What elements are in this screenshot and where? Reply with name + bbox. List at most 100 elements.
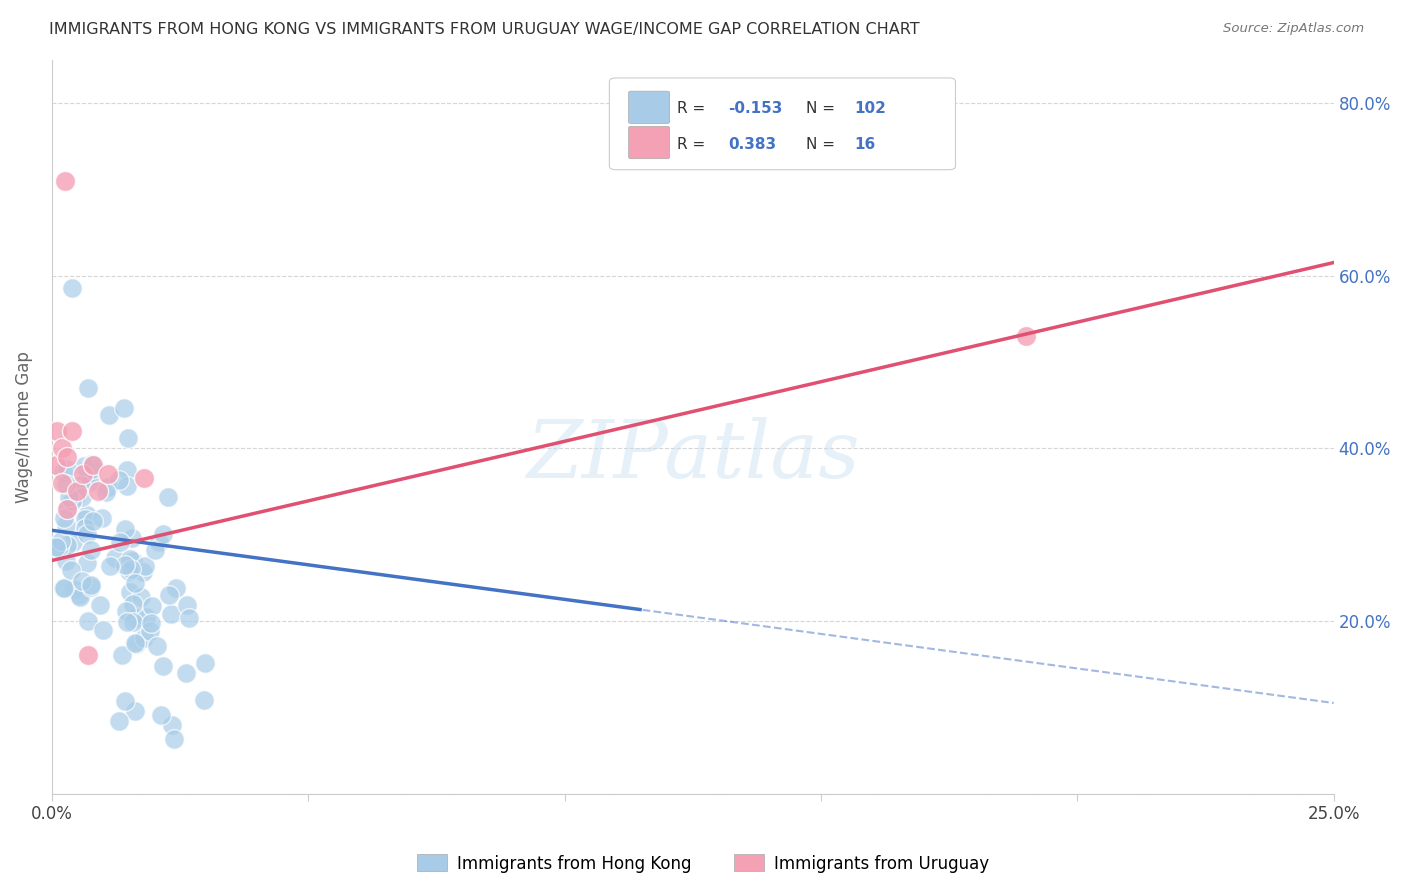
Text: N =: N = bbox=[806, 102, 839, 116]
Point bbox=[55, 554, 77, 568]
Point bbox=[152, 659, 174, 673]
Point bbox=[122, 598, 145, 612]
Point bbox=[108, 534, 131, 549]
Point bbox=[148, 535, 170, 549]
Point bbox=[174, 665, 197, 680]
FancyBboxPatch shape bbox=[628, 91, 669, 123]
Point bbox=[107, 473, 129, 487]
Point bbox=[157, 490, 180, 504]
Point bbox=[91, 511, 114, 525]
Point bbox=[60, 494, 83, 508]
Point bbox=[132, 631, 155, 645]
Point bbox=[77, 614, 100, 628]
Point bbox=[45, 458, 67, 473]
Point bbox=[87, 484, 110, 499]
Point bbox=[56, 538, 79, 552]
Point bbox=[80, 577, 103, 591]
Point bbox=[135, 609, 157, 624]
Point bbox=[118, 564, 141, 578]
Point bbox=[73, 512, 96, 526]
Point bbox=[165, 582, 187, 596]
Point bbox=[124, 636, 146, 650]
Point bbox=[93, 623, 115, 637]
Point bbox=[125, 637, 148, 651]
Point bbox=[97, 467, 120, 482]
Point bbox=[45, 424, 67, 438]
Point bbox=[89, 598, 111, 612]
Point bbox=[70, 574, 93, 588]
Point bbox=[1015, 329, 1038, 343]
Point bbox=[97, 480, 120, 494]
Text: Source: ZipAtlas.com: Source: ZipAtlas.com bbox=[1223, 22, 1364, 36]
Point bbox=[141, 599, 163, 614]
Point bbox=[176, 599, 198, 613]
Point bbox=[76, 508, 98, 522]
Point bbox=[56, 450, 79, 464]
Point bbox=[97, 408, 120, 422]
Point bbox=[76, 381, 98, 395]
Point bbox=[120, 562, 142, 576]
Text: 16: 16 bbox=[855, 136, 876, 152]
Point bbox=[53, 173, 76, 187]
Point bbox=[56, 501, 79, 516]
Point bbox=[63, 482, 86, 496]
Point bbox=[62, 534, 84, 549]
Point bbox=[157, 588, 180, 602]
Point bbox=[63, 582, 86, 597]
Point bbox=[72, 467, 94, 482]
Point bbox=[75, 521, 97, 535]
Point bbox=[80, 580, 103, 594]
FancyBboxPatch shape bbox=[628, 127, 669, 159]
Point bbox=[82, 461, 104, 475]
Point bbox=[139, 615, 162, 630]
Point bbox=[67, 588, 90, 602]
Point bbox=[70, 478, 93, 492]
Point bbox=[76, 648, 98, 663]
Point bbox=[60, 424, 83, 438]
Point bbox=[58, 490, 80, 504]
Point bbox=[115, 479, 138, 493]
Point bbox=[115, 463, 138, 477]
Point bbox=[51, 475, 73, 490]
Text: 0.383: 0.383 bbox=[728, 136, 776, 152]
Point bbox=[51, 533, 73, 548]
Point bbox=[114, 694, 136, 708]
Point bbox=[152, 526, 174, 541]
Point bbox=[124, 704, 146, 718]
Point bbox=[193, 693, 215, 707]
Point bbox=[194, 656, 217, 670]
Point bbox=[60, 281, 83, 295]
Point bbox=[76, 471, 98, 485]
Point bbox=[160, 607, 183, 622]
Point bbox=[160, 718, 183, 732]
Point bbox=[114, 558, 136, 572]
Point bbox=[69, 590, 91, 604]
Point bbox=[114, 522, 136, 536]
Point bbox=[73, 458, 96, 473]
Point bbox=[79, 475, 101, 490]
Point bbox=[117, 431, 139, 445]
Point bbox=[76, 556, 98, 570]
Point bbox=[98, 558, 121, 573]
FancyBboxPatch shape bbox=[609, 78, 956, 169]
Point bbox=[94, 484, 117, 499]
Point bbox=[46, 541, 69, 555]
Point bbox=[70, 491, 93, 505]
Point bbox=[132, 566, 155, 580]
Text: R =: R = bbox=[678, 102, 710, 116]
Point bbox=[103, 551, 125, 566]
Point bbox=[65, 489, 87, 503]
Point bbox=[55, 477, 77, 491]
Point bbox=[179, 611, 201, 625]
Text: 102: 102 bbox=[855, 102, 886, 116]
Point bbox=[120, 552, 142, 566]
Text: IMMIGRANTS FROM HONG KONG VS IMMIGRANTS FROM URUGUAY WAGE/INCOME GAP CORRELATION: IMMIGRANTS FROM HONG KONG VS IMMIGRANTS … bbox=[49, 22, 920, 37]
Point bbox=[115, 604, 138, 618]
Point bbox=[118, 584, 141, 599]
Point bbox=[55, 462, 77, 476]
Point bbox=[48, 540, 70, 554]
Point bbox=[59, 563, 82, 577]
Point bbox=[51, 441, 73, 455]
Text: R =: R = bbox=[678, 136, 710, 152]
Y-axis label: Wage/Income Gap: Wage/Income Gap bbox=[15, 351, 32, 502]
